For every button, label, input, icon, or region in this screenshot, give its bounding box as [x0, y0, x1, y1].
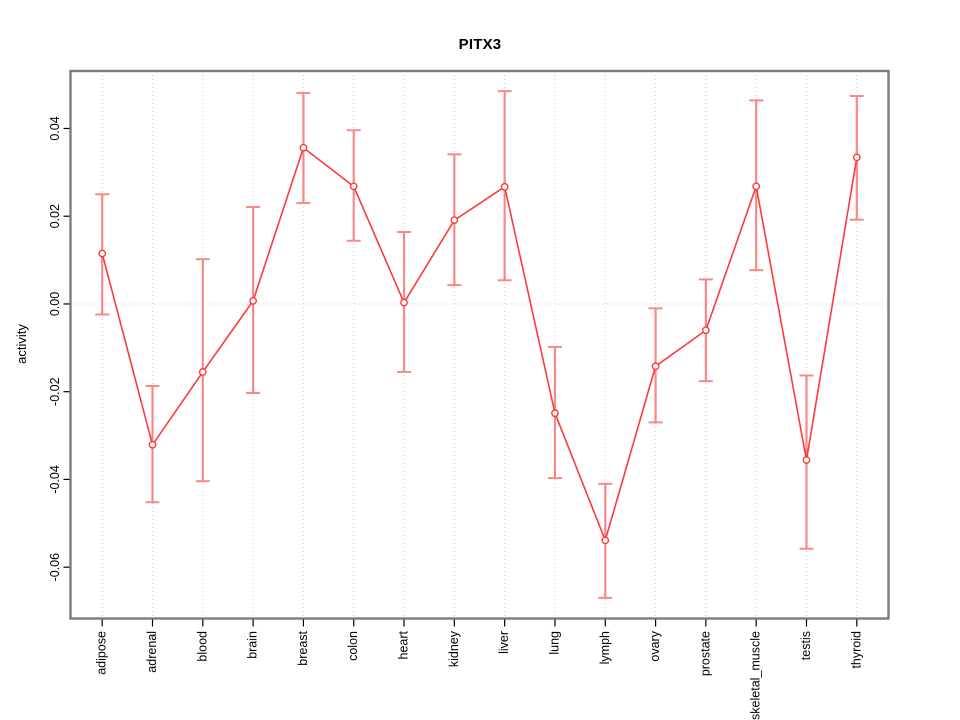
y-tick-label: 0.00	[48, 292, 62, 316]
x-tick-label: prostate	[698, 631, 712, 676]
x-tick-label: colon	[346, 631, 360, 661]
data-point-marker	[198, 368, 207, 376]
y-tick-label: -0.04	[48, 465, 62, 494]
x-tick-label: ovary	[648, 630, 662, 661]
data-point-marker	[802, 456, 811, 465]
data-point-marker	[601, 536, 610, 545]
data-point-marker	[852, 153, 861, 162]
x-tick-label: brain	[246, 631, 260, 659]
data-point-marker	[701, 326, 710, 335]
y-tick-label: 0.04	[48, 116, 62, 140]
x-tick-label: heart	[397, 630, 411, 659]
series-line	[101, 146, 858, 543]
x-tick-label: blood	[195, 631, 209, 662]
x-tick-label: kidney	[447, 630, 461, 667]
chart-title: PITX3	[458, 36, 502, 53]
data-point-marker	[450, 216, 459, 225]
x-tick-label: adrenal	[145, 631, 159, 673]
x-tick-label: skeletal_muscle	[749, 631, 763, 720]
x-tick-label: thyroid	[849, 631, 863, 669]
data-point-marker	[299, 143, 308, 152]
data-point-marker	[148, 440, 157, 449]
data-point-marker	[500, 182, 509, 191]
data-point-marker	[349, 182, 358, 191]
y-tick-label: 0.02	[48, 204, 62, 228]
data-point-marker	[98, 249, 107, 258]
x-tick-label: lymph	[598, 631, 612, 664]
data-point-marker	[400, 298, 408, 307]
y-tick-label: -0.02	[48, 377, 62, 406]
plot-border	[69, 69, 890, 620]
data-point-marker	[752, 182, 761, 191]
y-tick-label: -0.06	[48, 553, 62, 582]
x-tick-label: breast	[296, 630, 310, 665]
x-tick-label: adipose	[95, 631, 109, 675]
data-point-marker	[551, 409, 559, 418]
x-tick-label: liver	[497, 631, 511, 654]
x-tick-label: testis	[799, 631, 813, 660]
data-point-marker	[651, 362, 660, 371]
x-tick-label: lung	[547, 631, 561, 655]
data-point-marker	[249, 296, 258, 305]
